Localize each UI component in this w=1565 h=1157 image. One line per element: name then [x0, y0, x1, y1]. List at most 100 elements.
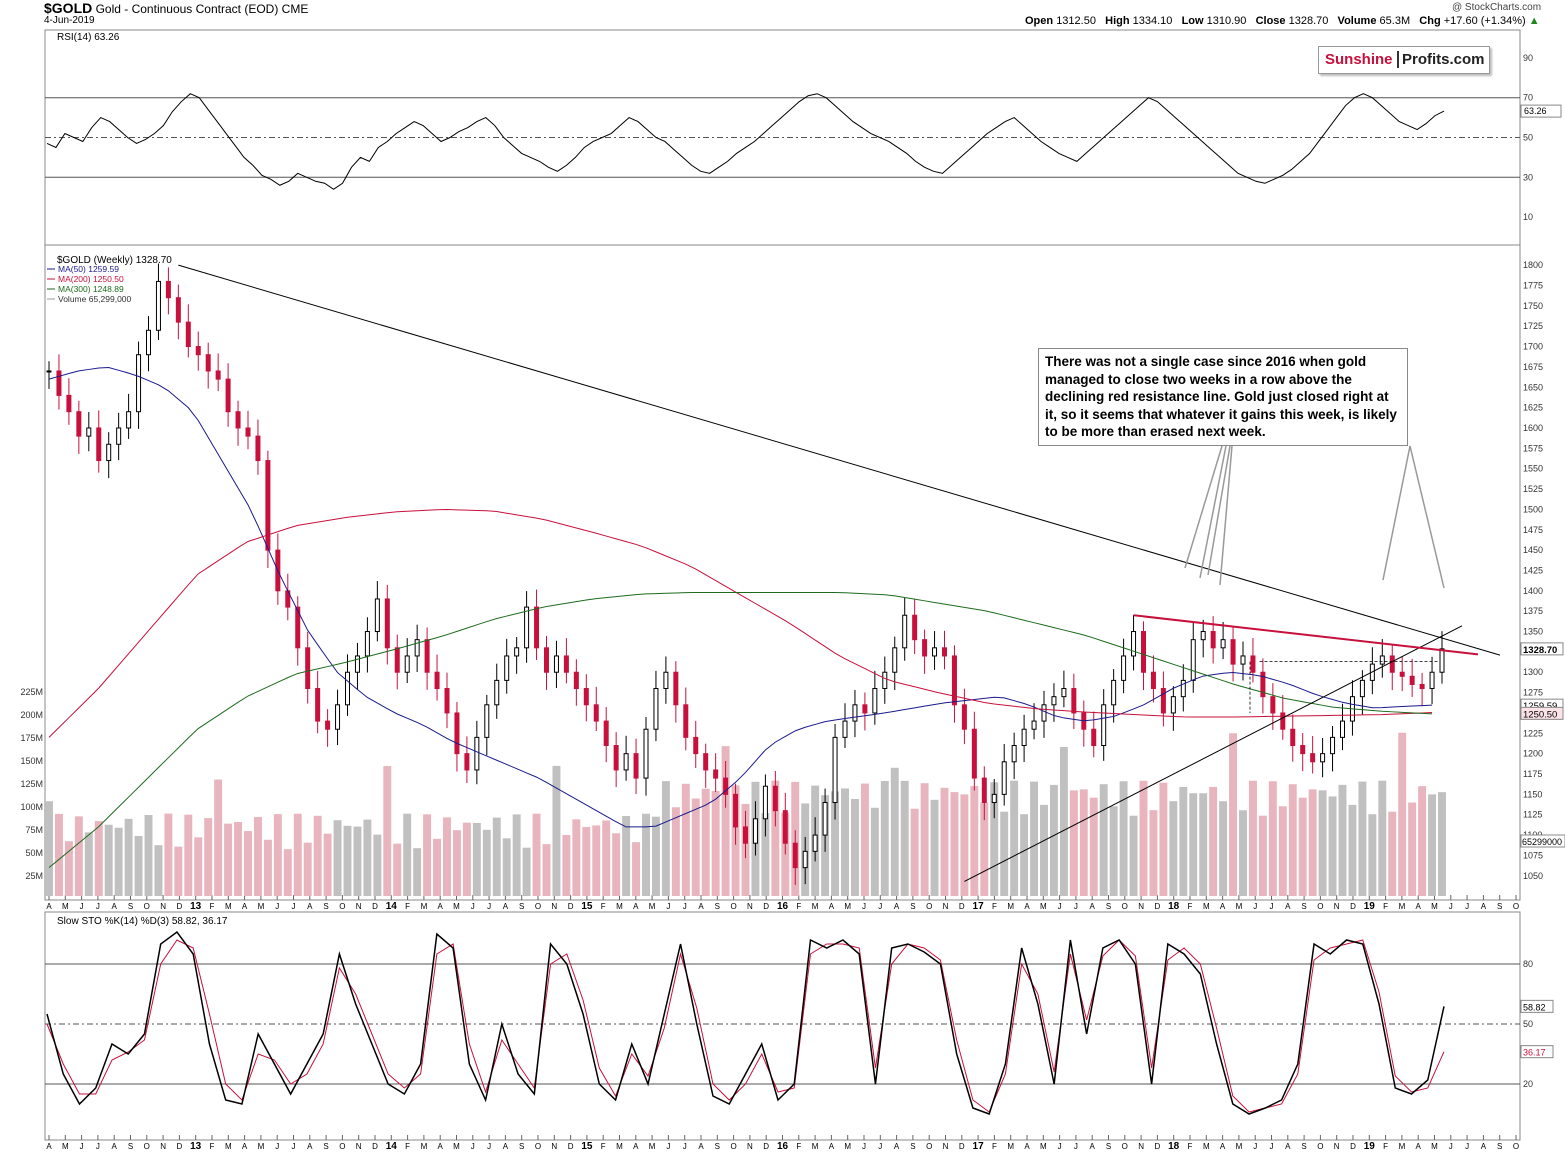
candle-body: [1071, 688, 1077, 714]
price-xaxis-month-label: 13: [190, 901, 202, 912]
stoch-xaxis-month-label: D: [1350, 1142, 1356, 1151]
stoch-xaxis-month-label: S: [519, 1142, 524, 1151]
price-xaxis-month-label: D: [763, 902, 769, 911]
candle-body: [1021, 728, 1027, 747]
volume-bar: [860, 783, 869, 896]
candle-body: [762, 785, 768, 820]
stoch-xaxis-month-label: J: [275, 1142, 279, 1151]
candle-body: [494, 679, 500, 706]
stoch-xaxis-month-label: N: [160, 1142, 166, 1151]
volume-bar: [990, 782, 999, 896]
stoch-k-line: [46, 930, 1445, 1115]
sunshine-profits-logo[interactable]: Sunshine Profits.com: [1318, 46, 1490, 74]
price-ytick-label: 1125: [1523, 810, 1542, 820]
volume-bar: [1109, 806, 1118, 896]
candle-body: [1091, 728, 1097, 747]
price-xaxis-month-label: M: [258, 902, 265, 911]
candle-body: [703, 753, 709, 771]
volume-bar: [452, 830, 461, 896]
volume-bar: [154, 845, 163, 896]
price-xaxis-month-label: J: [292, 902, 296, 911]
stoch-xaxis-month-label: J: [1449, 1142, 1453, 1151]
volume-bar: [1179, 786, 1188, 896]
volume-bar: [841, 788, 849, 896]
stoch-xaxis-month-label: F: [1188, 1142, 1193, 1151]
candle-body: [155, 280, 161, 331]
volume-bar: [1438, 792, 1446, 896]
volume-ytick-label: 25M: [25, 871, 43, 881]
candle-body: [215, 370, 221, 380]
price-xaxis-month-label: N: [356, 902, 362, 911]
volume-bar: [850, 798, 859, 896]
volume-bar: [104, 824, 113, 896]
price-xaxis-month-label: 16: [777, 901, 789, 912]
volume-bar: [1199, 793, 1208, 896]
volume-bar: [1248, 780, 1257, 896]
price-xaxis-month-label: S: [1497, 902, 1502, 911]
candle-body: [1250, 655, 1256, 673]
stoch-ytick-label: 50: [1523, 1019, 1533, 1029]
candle-body: [563, 655, 569, 673]
candle-body: [185, 321, 191, 348]
candle-body: [603, 720, 609, 747]
candle-body: [902, 614, 908, 649]
volume-bar: [293, 813, 302, 896]
price-xaxis-month-label: A: [242, 902, 248, 911]
annotation-pointer: [1409, 445, 1445, 589]
volume-bar: [632, 842, 641, 896]
price-xaxis-month-label: O: [339, 902, 345, 911]
annotation-box: There was not a single case since 2016 w…: [1038, 348, 1408, 446]
stoch-xaxis-month-label: F: [601, 1142, 606, 1151]
candle-body: [1270, 696, 1276, 714]
stoch-xaxis-month-label: M: [1203, 1142, 1210, 1151]
price-xaxis-month-label: J: [683, 902, 687, 911]
volume-bar: [592, 825, 601, 896]
price-xaxis-month-label: D: [177, 902, 183, 911]
price-xaxis-month-label: J: [80, 902, 84, 911]
candle-body: [524, 606, 530, 649]
price-xaxis-month-label: M: [225, 902, 232, 911]
price-ytick-label: 1575: [1523, 443, 1543, 453]
volume-bar: [930, 799, 939, 896]
candle-body: [295, 606, 301, 649]
volume-bar: [661, 781, 670, 896]
candle-body: [424, 639, 430, 673]
candle-body: [713, 769, 719, 779]
stoch-xaxis-month-label: J: [1270, 1142, 1274, 1151]
candle-body: [484, 704, 490, 738]
stoch-xaxis-month-label: O: [144, 1142, 150, 1151]
rising-support-line: [964, 625, 1463, 882]
volume-bar: [174, 846, 183, 896]
stoch-ytick-label: 20: [1523, 1079, 1533, 1089]
candle-body: [1101, 704, 1107, 747]
volume-bar: [1358, 781, 1367, 896]
price-ytick-label: 1525: [1523, 484, 1543, 494]
volume-bar: [622, 815, 631, 896]
candle-body: [345, 671, 350, 706]
stoch-xaxis-month-label: M: [1040, 1142, 1047, 1151]
candle-body: [991, 793, 997, 804]
price-ytick-label: 1450: [1523, 545, 1543, 555]
candle-body: [981, 777, 987, 804]
candle-body: [1419, 683, 1425, 690]
volume-ytick-label: 225M: [20, 687, 43, 697]
stoch-xaxis-month-label: A: [894, 1142, 900, 1151]
chart-date: 4-Jun-2019: [44, 15, 95, 26]
stoch-xaxis-month-label: A: [1416, 1142, 1422, 1151]
candle-body: [354, 655, 360, 673]
candle-body: [165, 280, 171, 299]
legend-label: MA(50) 1259.59: [58, 264, 119, 274]
price-ytick-label: 1275: [1523, 688, 1543, 698]
stoch-xaxis-month-label: M: [453, 1142, 460, 1151]
rsi-line: [46, 93, 1445, 190]
price-ytick-label: 1500: [1523, 504, 1543, 514]
candle-body: [593, 704, 599, 722]
candle-body: [1111, 679, 1117, 706]
volume-bar: [1189, 793, 1198, 896]
stoch-xaxis-month-label: D: [1155, 1142, 1161, 1151]
candle-body: [752, 818, 758, 844]
price-xaxis-month-label: A: [1220, 902, 1226, 911]
price-xaxis-month-label: J: [471, 902, 475, 911]
stoch-xaxis-month-label: N: [551, 1142, 557, 1151]
stoch-xaxis-month-label: M: [844, 1142, 851, 1151]
